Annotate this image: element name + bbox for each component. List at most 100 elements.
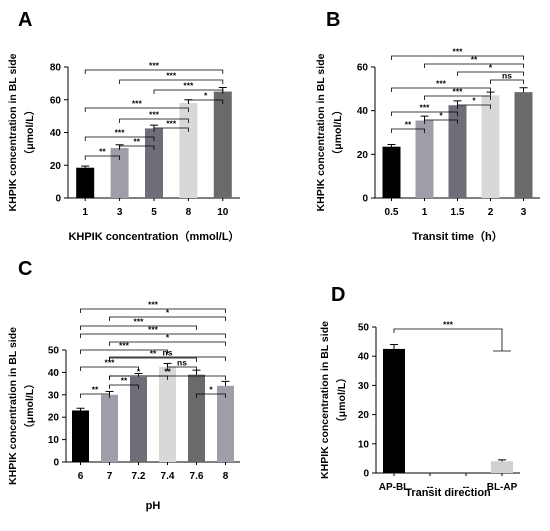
y-axis-unit: （μmol/L） [23,378,36,433]
x-tick-label: 8 [186,207,192,218]
bar-2 [481,95,500,198]
significance-bracket [119,79,224,84]
significance-label: *** [132,99,143,109]
x-tick-label: 7.6 [190,471,204,482]
x-tick-label: 1 [422,207,428,218]
y-tick-label: 60 [50,95,62,106]
y-tick-label: 50 [358,323,370,334]
y-tick-label: 40 [50,128,62,139]
significance-bracket [84,69,224,74]
panel-letter-B: B [326,9,340,31]
significance-bracket [457,71,524,76]
bar-8 [217,385,234,462]
x-tick-label: 5 [151,207,157,218]
significance-label: *** [134,317,145,327]
y-tick-label: 0 [55,194,61,205]
y-axis-unit: （μmol/L） [335,372,348,427]
significance-label: *** [453,47,464,57]
significance-label: *** [420,103,431,113]
significance-label: ** [164,367,171,377]
y-tick-label: 10 [48,435,60,446]
significance-bracket [80,366,139,371]
y-tick-label: 40 [48,368,60,379]
significance-bracket [391,111,458,116]
significance-label: * [166,333,170,343]
significance-bracket [153,127,189,132]
panel-letter-C: C [18,258,32,280]
significance-bracket [188,99,224,104]
x-tick-label: 3 [521,207,527,218]
significance-bracket [80,308,226,313]
significance-bracket [84,107,189,112]
significance-label: ** [133,137,140,147]
significance-label: *** [436,79,447,89]
significance-label: *** [149,110,160,120]
y-tick-label: 20 [357,150,369,161]
significance-bracket [391,55,524,60]
x-tick-label: 1 [82,207,88,218]
significance-bracket [457,104,491,109]
significance-label: * [137,367,141,377]
significance-label: ** [99,147,106,157]
significance-label: *** [166,71,177,81]
x-axis-label: Transit direction [405,487,491,499]
significance-label: * [204,91,208,101]
significance-label: *** [166,119,177,129]
significance-label: ** [121,376,128,386]
significance-label: ** [405,120,412,130]
y-tick-label: 20 [50,161,62,172]
bar-BL-AP [491,461,513,473]
bar-AP-BL [383,348,405,473]
x-tick-label: 0.5 [385,207,399,218]
y-axis-label: KHPIK concentration in BL side [7,53,19,211]
significance-label: ns [502,71,512,81]
y-axis-unit: （μmol/L） [23,105,36,160]
x-tick-label: 1.5 [451,207,465,218]
y-tick-label: 30 [358,381,370,392]
y-tick-label: 40 [358,352,370,363]
significance-bracket [119,145,155,150]
significance-bracket [490,79,524,84]
significance-label: *** [148,300,159,310]
significance-label: ** [471,55,478,65]
y-tick-label: 40 [357,106,369,117]
panel-letter-D: D [331,284,345,306]
significance-label: *** [149,61,160,71]
x-tick-label: 7 [107,471,113,482]
x-tick-label: 7.2 [132,471,146,482]
significance-label: ns [177,358,187,368]
bar-7.6 [188,374,205,462]
y-tick-label: 10 [358,439,370,450]
significance-label: ns [163,348,173,358]
bar-8 [179,103,198,198]
significance-label: *** [453,87,464,97]
significance-bracket [424,119,458,124]
y-axis-label: KHPIK concentration in BL side [315,53,327,211]
y-axis-label: KHPIK concentration in BL side [319,321,331,479]
x-tick-label: -- [427,482,434,493]
significance-label: * [472,96,476,106]
significance-label: * [209,385,213,395]
significance-label: *** [115,128,126,138]
significance-bracket [391,128,425,133]
significance-label: * [439,111,443,121]
y-tick-label: 80 [50,63,62,74]
y-tick-label: 0 [362,194,368,205]
significance-bracket [80,333,226,338]
significance-bracket [391,87,491,92]
significance-label: * [489,63,493,73]
bar-1 [76,167,95,198]
bar-0.5 [382,146,401,198]
significance-label: *** [443,320,454,330]
significance-bracket [109,316,226,321]
bar-7.4 [159,366,176,462]
bar-7 [101,394,118,462]
y-axis-unit: （μmol/L） [331,105,344,160]
y-tick-label: 20 [48,413,60,424]
x-axis-label: Transit time（h） [412,230,502,243]
x-tick-label: 10 [217,207,229,218]
bar-3 [514,92,533,198]
significance-label: ** [150,349,157,359]
significance-label: *** [148,325,159,335]
